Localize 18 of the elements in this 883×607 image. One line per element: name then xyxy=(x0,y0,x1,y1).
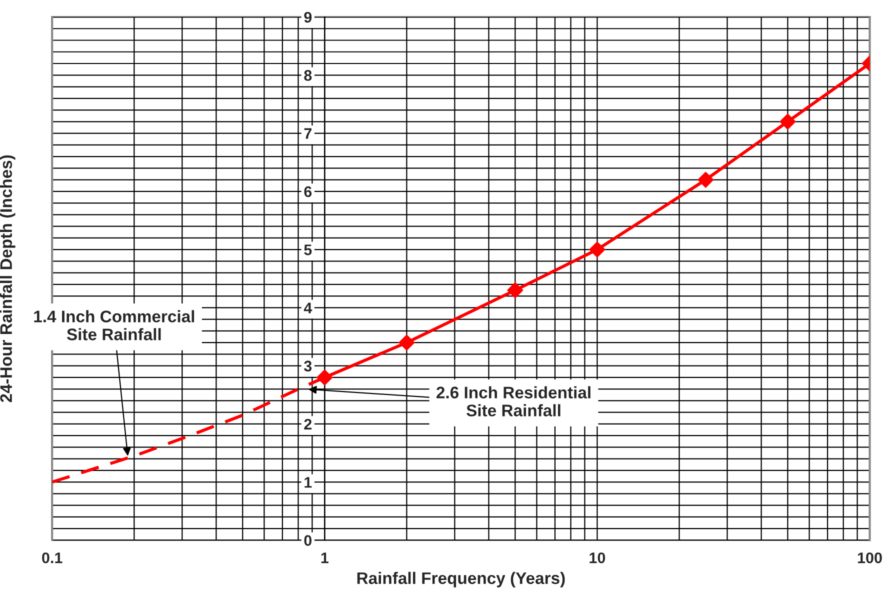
x-tick-label: 1 xyxy=(321,552,328,564)
y-tick-label: 9 xyxy=(304,12,312,23)
annotation: 1.4 Inch Commercial Site Rainfall xyxy=(34,310,194,340)
y-tick-label: 5 xyxy=(304,244,312,256)
y-tick-label: 4 xyxy=(304,302,312,314)
x-axis-title: Rainfall Frequency (Years) xyxy=(357,572,565,588)
x-tick-label: 0.1 xyxy=(42,552,62,564)
y-tick-label: 7 xyxy=(304,128,312,139)
y-tick-label: 0 xyxy=(304,535,312,546)
x-tick-label: 10 xyxy=(590,552,606,564)
y-tick-label: 6 xyxy=(304,186,312,198)
y-tick-label: 1 xyxy=(304,477,312,488)
y-tick-label: 3 xyxy=(304,360,312,372)
y-tick-label: 8 xyxy=(304,70,312,81)
x-tick-label: 100 xyxy=(858,552,882,564)
annotation: 2.6 Inch Residential Site Rainfall xyxy=(436,386,590,416)
y-axis-title: 24-Hour Rainfall Depth (Inches) xyxy=(0,155,16,402)
y-tick-label: 2 xyxy=(304,418,312,430)
